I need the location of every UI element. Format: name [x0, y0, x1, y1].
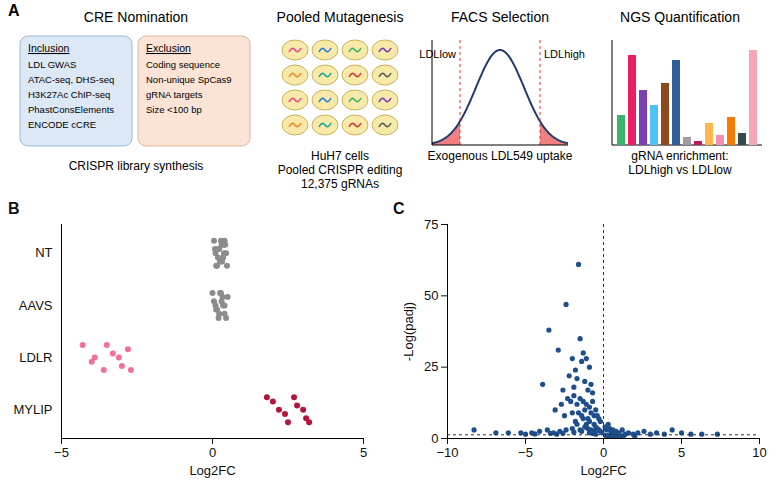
svg-text:ATAC-seq, DHS-seq: ATAC-seq, DHS-seq: [28, 74, 114, 85]
svg-text:CRE Nomination: CRE Nomination: [84, 9, 188, 25]
svg-text:Non-unique SpCas9: Non-unique SpCas9: [146, 74, 232, 85]
svg-text:LDLR: LDLR: [19, 350, 52, 365]
svg-text:Inclusion: Inclusion: [28, 42, 70, 54]
svg-text:CRISPR library synthesis: CRISPR library synthesis: [69, 159, 204, 173]
svg-text:A: A: [8, 2, 20, 19]
svg-text:Exogenous LDL549 uptake: Exogenous LDL549 uptake: [428, 149, 573, 163]
html-text:B: B: [8, 200, 20, 217]
svg-text:Log2FC: Log2FC: [189, 463, 235, 478]
svg-text:H3K27Ac ChIP-seq: H3K27Ac ChIP-seq: [28, 89, 110, 100]
svg-text:Pooled CRISPR editing: Pooled CRISPR editing: [278, 163, 403, 177]
svg-text:50: 50: [424, 288, 438, 303]
svg-text:−10: −10: [436, 445, 458, 460]
svg-text:AAVS: AAVS: [19, 298, 53, 313]
svg-text:LDLhigh vs LDLlow: LDLhigh vs LDLlow: [628, 163, 732, 177]
svg-text:Pooled Mutagenesis: Pooled Mutagenesis: [277, 9, 404, 25]
svg-text:25: 25: [424, 359, 438, 374]
svg-text:gRNA targets: gRNA targets: [146, 89, 203, 100]
svg-text:0: 0: [431, 431, 438, 446]
svg-text:FACS Selection: FACS Selection: [451, 9, 549, 25]
svg-text:−5: −5: [54, 445, 69, 460]
svg-text:gRNA enrichment:: gRNA enrichment:: [631, 149, 728, 163]
svg-text:Exclusion: Exclusion: [146, 42, 191, 54]
html-text:C: C: [393, 200, 405, 217]
svg-text:Size <100 bp: Size <100 bp: [146, 104, 202, 115]
svg-text:Coding sequence: Coding sequence: [146, 59, 220, 70]
svg-text:10: 10: [752, 445, 766, 460]
svg-text:75: 75: [424, 217, 438, 232]
svg-text:5: 5: [678, 445, 685, 460]
svg-text:LDL GWAS: LDL GWAS: [28, 59, 76, 70]
svg-text:HuH7 cells: HuH7 cells: [311, 149, 369, 163]
svg-text:LDLlow: LDLlow: [419, 48, 456, 60]
svg-text:−5: −5: [518, 445, 533, 460]
svg-text:-Log(padj): -Log(padj): [401, 302, 416, 361]
svg-text:12,375 gRNAs: 12,375 gRNAs: [301, 177, 379, 191]
svg-text:PhastConsElements: PhastConsElements: [28, 104, 114, 115]
svg-text:ENCODE cCRE: ENCODE cCRE: [28, 119, 96, 130]
svg-text:NT: NT: [35, 245, 52, 260]
svg-text:0: 0: [600, 445, 607, 460]
svg-text:NGS Quantification: NGS Quantification: [620, 9, 740, 25]
svg-text:Log2FC: Log2FC: [580, 463, 626, 478]
svg-text:LDLhigh: LDLhigh: [544, 48, 585, 60]
svg-text:0: 0: [209, 445, 216, 460]
svg-text:MYLIP: MYLIP: [13, 402, 52, 417]
svg-text:5: 5: [360, 445, 367, 460]
